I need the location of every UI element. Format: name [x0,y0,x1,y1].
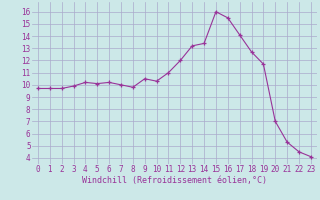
X-axis label: Windchill (Refroidissement éolien,°C): Windchill (Refroidissement éolien,°C) [82,176,267,185]
